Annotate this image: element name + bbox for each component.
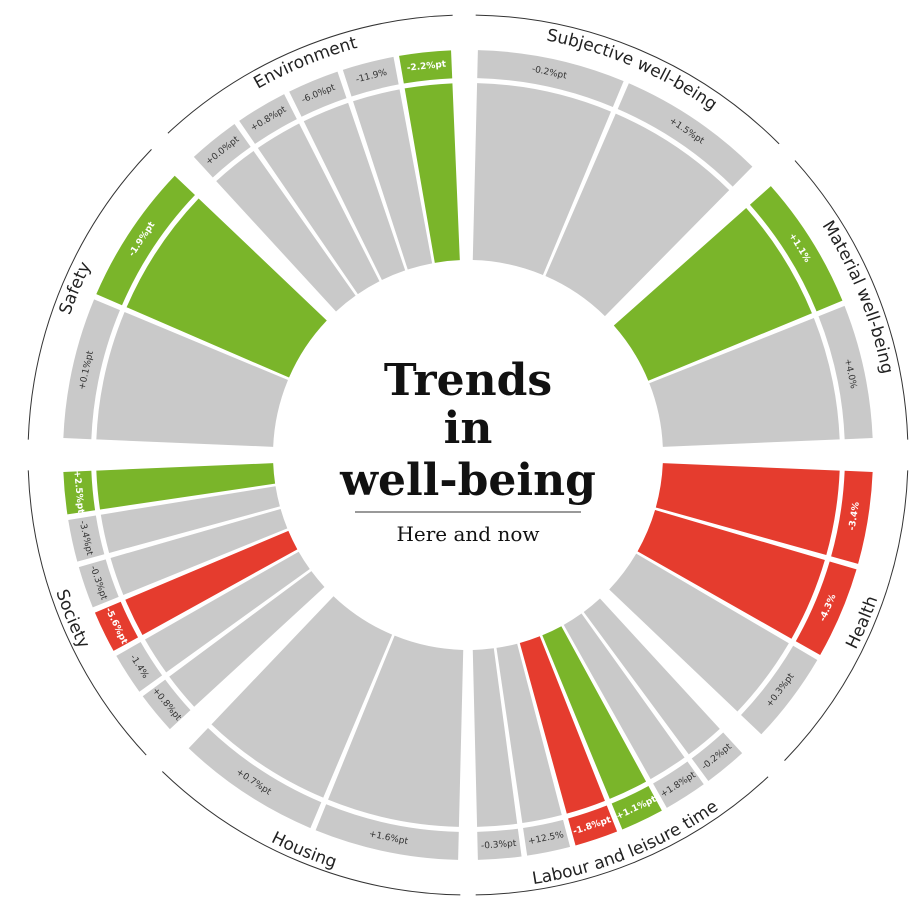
wedge [216, 151, 356, 312]
outer-ring [784, 470, 909, 761]
tab [477, 50, 624, 107]
wedge [110, 508, 288, 595]
tab [94, 601, 139, 651]
outer-ring [475, 776, 769, 896]
tab [611, 785, 662, 830]
subtitle: Here and now [396, 522, 539, 546]
outer-ring [162, 771, 461, 896]
item-label: +2.5%pt [71, 470, 85, 515]
group-name: Society [51, 587, 93, 652]
wedge [655, 463, 840, 556]
wedge [100, 486, 280, 553]
group-name-path: Health [842, 593, 882, 652]
wedge [126, 198, 327, 378]
tab [477, 828, 522, 860]
tab [78, 559, 119, 608]
wedge [96, 312, 288, 447]
wedge [583, 598, 720, 755]
tab [342, 56, 399, 97]
tab [68, 515, 105, 562]
wedge [169, 571, 325, 707]
outer-ring [794, 160, 909, 440]
outer-ring [475, 14, 780, 145]
wedge [472, 648, 518, 827]
wedge [542, 626, 647, 799]
wedge [649, 318, 840, 447]
tab [96, 175, 195, 306]
tab [63, 299, 120, 440]
group-name: Health [842, 593, 882, 652]
wedge [353, 89, 433, 270]
wedge [563, 613, 685, 780]
tab [116, 641, 163, 692]
wedge [125, 530, 298, 635]
wedge [328, 635, 464, 827]
item-label: -0.3%pt [481, 839, 517, 852]
group-name-path: Safety [56, 259, 96, 317]
tab [142, 679, 191, 730]
wedge [472, 83, 611, 275]
tab [617, 83, 753, 187]
tab [653, 761, 704, 808]
tab [831, 470, 873, 564]
title-line: Trends [384, 355, 552, 406]
wedge [257, 123, 380, 295]
tab [289, 71, 347, 117]
tab [315, 804, 459, 860]
wedge [637, 510, 825, 639]
wedge [303, 102, 406, 281]
item-label: -3.4% [847, 501, 861, 531]
wedge [404, 83, 460, 263]
wedge [96, 463, 276, 510]
wedge [519, 636, 605, 814]
title-line: well-being [339, 455, 596, 506]
wedge [211, 596, 393, 798]
item-label: -2.2%pt [406, 60, 447, 74]
tab [749, 186, 843, 312]
tab [568, 805, 618, 846]
group-name-path: Society [51, 587, 93, 652]
tab [691, 732, 743, 781]
tab [795, 561, 857, 656]
tab [741, 645, 818, 735]
tab [818, 305, 873, 440]
tab [399, 50, 453, 84]
title-line: in [444, 403, 493, 454]
outer-ring [27, 470, 147, 756]
wedge [545, 113, 730, 317]
outer-ring [27, 149, 152, 440]
wedge [496, 643, 562, 824]
tab [188, 728, 322, 829]
tab [193, 124, 251, 178]
wedge [609, 553, 789, 712]
wedge [613, 208, 812, 381]
outer-ring [167, 14, 453, 134]
wedge [144, 551, 310, 673]
group-name: Safety [56, 259, 96, 317]
tab [523, 819, 571, 856]
tab [239, 94, 297, 144]
tab [63, 470, 96, 515]
